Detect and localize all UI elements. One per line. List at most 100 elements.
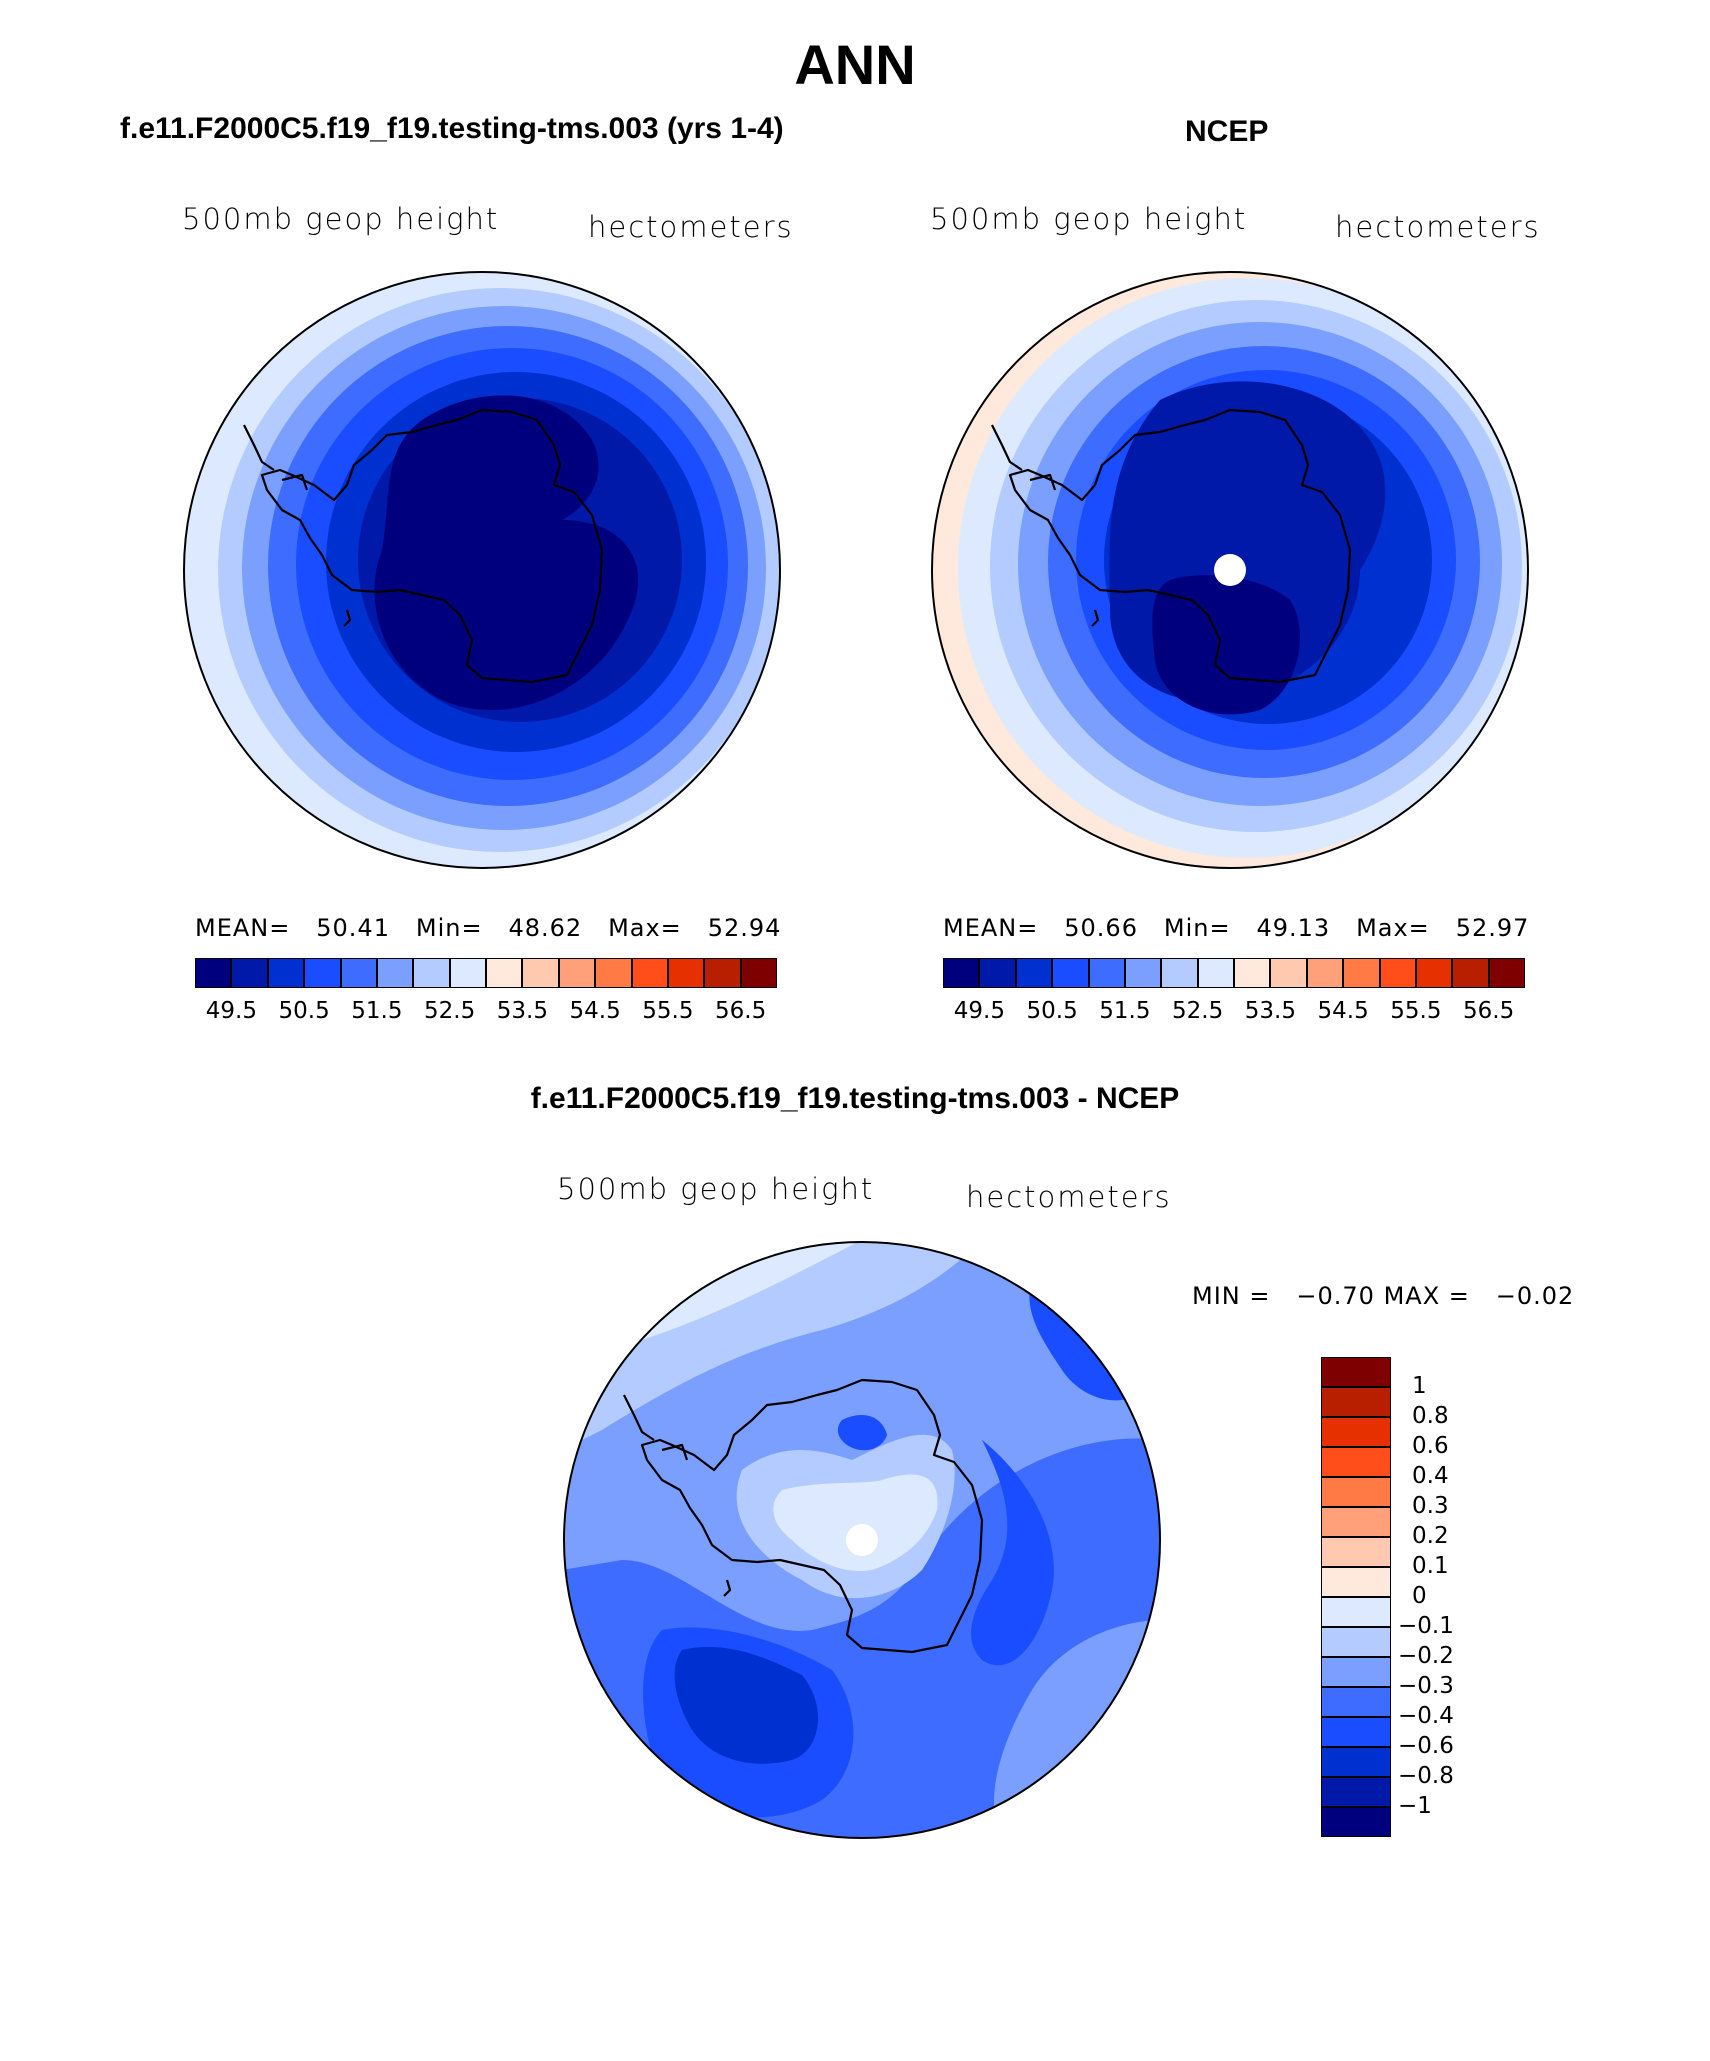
antarctica-coastline [623,1378,984,1654]
diff-colorbar [1321,1357,1391,1837]
colorbar-swatch [1088,958,1125,988]
model-map-border [183,271,781,869]
colorbar-tick-label: −0.8 [1398,1763,1454,1789]
colorbar-swatch [1321,1417,1391,1447]
colorbar-swatch [1452,958,1489,988]
colorbar-tick-label: −1 [1398,1793,1432,1819]
obs-min-value: 49.13 [1256,914,1331,942]
model-max-label: Max= [608,914,682,942]
obs-units-label: hectometers [1335,210,1541,244]
colorbar-tick-label: −0.2 [1398,1643,1454,1669]
antarctica-coastline [991,408,1352,684]
colorbar-tick-label: 55.5 [642,998,694,1024]
colorbar-tick-label: 0 [1412,1583,1427,1609]
obs-stats: MEAN= 50.66 Min= 49.13 Max= 52.97 [943,914,1529,942]
model-panel-title: f.e11.F2000C5.f19_f19.testing-tms.003 (y… [120,112,784,145]
colorbar-swatch [1015,958,1053,988]
obs-variable-label: 500mb geop height [930,202,1248,236]
colorbar-swatch [1321,1537,1391,1567]
model-max-value: 52.94 [707,914,782,942]
colorbar-swatch [1415,958,1453,988]
diff-min-label: MIN = [1192,1282,1271,1310]
diff-contour-region [564,1242,712,1285]
colorbar-swatch [1321,1357,1391,1387]
colorbar-tick-label: 54.5 [569,998,621,1024]
model-colorbar-labels: 49.5 50.5 51.5 52.5 53.5 54.5 55.5 56.5 [195,998,777,1028]
obs-mean-label: MEAN= [943,914,1039,942]
colorbar-tick-label: 49.5 [953,998,1005,1024]
colorbar-tick-label: 54.5 [1317,998,1369,1024]
colorbar-swatch [1161,958,1198,988]
colorbar-tick-label: 0.2 [1412,1523,1449,1549]
obs-min-label: Min= [1163,914,1231,942]
colorbar-swatch [1321,1627,1391,1657]
colorbar-swatch [1321,1747,1391,1777]
colorbar-swatch [979,958,1016,988]
colorbar-swatch [1321,1657,1391,1687]
obs-colorbar [943,958,1525,988]
colorbar-swatch [1321,1717,1391,1747]
diff-map-border [563,1241,1161,1839]
model-stats: MEAN= 50.41 Min= 48.62 Max= 52.94 [195,914,781,942]
colorbar-swatch [1321,1477,1391,1507]
colorbar-swatch [943,958,980,988]
colorbar-swatch [1379,958,1416,988]
colorbar-tick-label: 56.5 [1463,998,1515,1024]
obs-max-value: 52.97 [1455,914,1530,942]
colorbar-swatch [413,958,450,988]
colorbar-tick-label: 50.5 [1026,998,1078,1024]
colorbar-tick-label: 51.5 [351,998,403,1024]
colorbar-tick-label: 52.5 [1172,998,1224,1024]
colorbar-swatch [740,958,777,988]
colorbar-tick-label: 0.8 [1412,1403,1449,1429]
colorbar-tick-label: 0.4 [1412,1463,1449,1489]
colorbar-tick-label: 55.5 [1390,998,1442,1024]
diff-contour-region [971,1440,1054,1666]
colorbar-tick-label: 52.5 [424,998,476,1024]
colorbar-swatch [558,958,596,988]
colorbar-swatch [1321,1687,1391,1717]
diff-pole-hole [846,1524,878,1556]
colorbar-swatch [1321,1597,1391,1627]
colorbar-tick-label: −0.3 [1398,1673,1454,1699]
model-colorbar [195,958,777,988]
colorbar-swatch [522,958,559,988]
model-mean-label: MEAN= [195,914,291,942]
obs-map-border [931,271,1529,869]
colorbar-swatch [1124,958,1162,988]
diff-contour-region [674,1646,819,1764]
antarctica-coastline [243,408,604,684]
colorbar-tick-label: 51.5 [1099,998,1151,1024]
obs-pole-hole [1214,554,1246,586]
obs-panel-title: NCEP [1185,115,1269,148]
colorbar-swatch [1234,958,1271,988]
obs-max-label: Max= [1356,914,1430,942]
colorbar-tick-label: 50.5 [278,998,330,1024]
diff-min-value: −0.70 [1296,1282,1375,1310]
colorbar-swatch [1052,958,1089,988]
colorbar-tick-label: −0.1 [1398,1613,1454,1639]
colorbar-swatch [1321,1447,1391,1477]
colorbar-swatch [231,958,268,988]
colorbar-swatch [195,958,232,988]
obs-mean-value: 50.66 [1064,914,1138,942]
obs-colorbar-labels: 49.5 50.5 51.5 52.5 53.5 54.5 55.5 56.5 [943,998,1525,1028]
colorbar-swatch [304,958,341,988]
obs-polar-map [931,271,1529,869]
diff-contour-region [837,1415,887,1451]
diff-max-label: MAX = [1383,1282,1470,1310]
model-units-label: hectometers [588,210,794,244]
colorbar-swatch [1488,958,1525,988]
colorbar-swatch [1321,1567,1391,1597]
colorbar-swatch [1321,1777,1391,1807]
colorbar-swatch [1343,958,1380,988]
colorbar-swatch [631,958,668,988]
colorbar-swatch [1321,1507,1391,1537]
colorbar-swatch [267,958,305,988]
colorbar-swatch [1321,1387,1391,1417]
colorbar-swatch [376,958,414,988]
colorbar-swatch [704,958,741,988]
model-contour-core [374,395,639,710]
diff-panel-title: f.e11.F2000C5.f19_f19.testing-tms.003 - … [530,1082,1180,1115]
colorbar-tick-label: −0.4 [1398,1703,1454,1729]
